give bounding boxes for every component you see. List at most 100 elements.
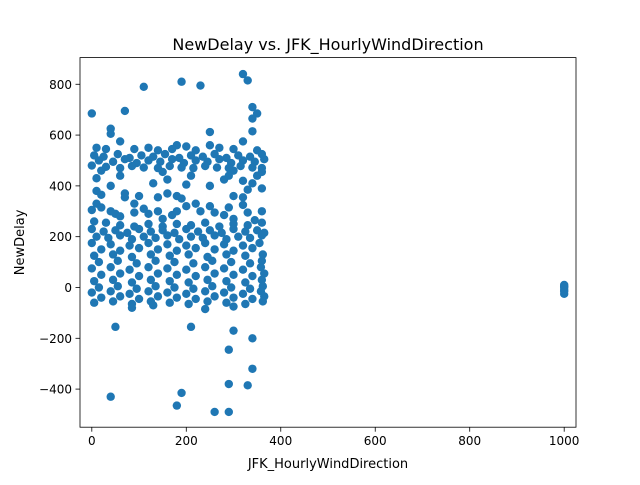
scatter-point	[125, 241, 134, 250]
y-tick-label: 0	[64, 281, 72, 295]
scatter-point	[144, 143, 153, 152]
scatter-point	[219, 264, 229, 273]
scatter-point	[163, 264, 172, 273]
scatter-point	[97, 270, 106, 279]
scatter-point	[238, 241, 248, 250]
scatter-point	[200, 218, 210, 227]
scatter-point	[106, 287, 115, 296]
scatter-point	[87, 161, 97, 170]
scatter-point	[153, 245, 163, 254]
scatter-point	[165, 161, 174, 171]
scatter-point	[172, 207, 182, 216]
scatter-point	[215, 143, 224, 152]
scatter-point	[186, 232, 196, 241]
scatter-point	[120, 193, 130, 202]
scatter-point	[191, 156, 200, 165]
scatter-point	[115, 231, 125, 240]
scatter-point	[243, 76, 252, 85]
scatter-point	[151, 282, 160, 291]
scatter-point	[130, 208, 139, 217]
scatter-point	[256, 262, 266, 272]
scatter-point	[101, 144, 111, 154]
scatter-point	[250, 215, 259, 225]
scatter-point	[106, 392, 115, 401]
scatter-point	[87, 205, 97, 215]
scatter-point	[203, 275, 212, 285]
scatter-point	[222, 250, 231, 259]
scatter-point	[245, 233, 255, 243]
scatter-point	[248, 179, 257, 188]
scatter-point	[212, 163, 222, 172]
scatter-point	[208, 282, 217, 291]
scatter-point	[163, 189, 172, 198]
scatter-point	[172, 293, 182, 302]
scatter-point	[245, 284, 255, 293]
scatter-point	[87, 224, 97, 234]
scatter-point	[559, 280, 569, 290]
y-tick-label: −200	[39, 332, 72, 346]
scatter-point	[196, 207, 205, 216]
scatter-point	[99, 227, 108, 236]
scatter-point	[106, 129, 115, 139]
scatter-point	[134, 271, 144, 281]
scatter-point	[205, 181, 215, 191]
scatter-point	[125, 289, 134, 299]
scatter-point	[257, 256, 267, 266]
scatter-point	[132, 284, 141, 293]
scatter-point	[89, 217, 99, 226]
scatter-point	[189, 163, 198, 173]
scatter-point	[219, 210, 229, 220]
scatter-point	[132, 259, 141, 268]
scatter-point	[182, 265, 191, 274]
scatter-point	[87, 264, 97, 273]
scatter-point	[229, 144, 238, 154]
scatter-point	[238, 137, 248, 146]
scatter-point	[120, 106, 130, 116]
scatter-point	[97, 293, 106, 302]
scatter-point	[257, 207, 267, 216]
scatter-point	[163, 288, 172, 297]
scatter-point	[130, 144, 139, 154]
scatter-point	[94, 156, 104, 165]
scatter-point	[248, 334, 257, 343]
scatter-point	[229, 246, 238, 255]
scatter-points	[87, 69, 569, 417]
scatter-point	[217, 228, 226, 238]
scatter-point	[115, 212, 125, 221]
scatter-point	[205, 202, 215, 211]
scatter-point	[134, 191, 144, 201]
scatter-point	[113, 256, 122, 266]
scatter-point	[153, 207, 163, 216]
scatter-point	[177, 194, 186, 203]
scatter-point	[149, 179, 158, 188]
scatter-point	[200, 238, 210, 248]
scatter-point	[172, 219, 182, 229]
scatter-point	[205, 141, 215, 150]
scatter-point	[184, 299, 193, 309]
scatter-point	[257, 218, 267, 227]
scatter-point	[146, 227, 156, 236]
scatter-point	[106, 181, 115, 191]
scatter-point	[163, 240, 172, 249]
scatter-point	[108, 275, 118, 285]
scatter-point	[184, 278, 193, 287]
scatter-point	[196, 81, 205, 90]
scatter-point	[130, 199, 139, 208]
x-axis-label: JFK_HourlyWindDirection	[247, 457, 408, 472]
scatter-point	[149, 301, 158, 310]
scatter-point	[257, 275, 267, 285]
scatter-point	[257, 184, 267, 193]
scatter-point	[177, 77, 186, 86]
scatter-point	[215, 155, 224, 164]
scatter-point	[125, 265, 134, 274]
scatter-point	[165, 298, 174, 307]
scatter-point	[108, 297, 118, 306]
scatter-point	[89, 251, 99, 260]
scatter-point	[205, 127, 215, 137]
scatter-point	[182, 202, 191, 211]
scatter-point	[115, 137, 125, 146]
scatter-point	[144, 219, 153, 229]
scatter-point	[139, 163, 148, 172]
scatter-point	[108, 250, 118, 259]
